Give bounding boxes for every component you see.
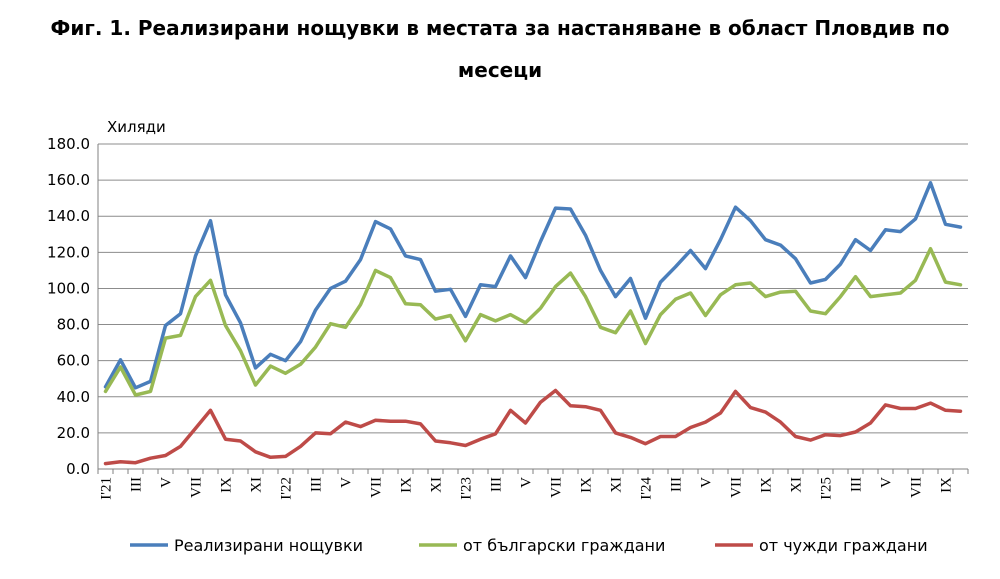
legend-label: от чужди граждани (759, 536, 928, 555)
x-tick-label: XI (429, 477, 445, 493)
gridlines (98, 143, 968, 434)
y-tick-label: 40.0 (57, 388, 90, 406)
x-tick-label: V (519, 477, 535, 488)
series-lines (103, 181, 963, 466)
x-tick-label: V (339, 477, 355, 488)
x-tick-label: XI (789, 477, 805, 493)
chart-title-line-2: месеци (457, 58, 543, 82)
y-unit-label: Хиляди (107, 118, 166, 136)
legend-label: от български граждани (463, 536, 665, 555)
series-line-bulgarian (103, 246, 963, 397)
x-tick-label: XI (609, 477, 625, 493)
x-tick-label: XI (249, 477, 265, 493)
x-tick-label: III (849, 477, 865, 492)
legend-label: Реализирани нощувки (174, 536, 363, 555)
legend: Реализирани нощувки от български граждани… (130, 536, 928, 555)
x-tick-label: III (309, 477, 325, 492)
y-tick-label: 120.0 (47, 243, 90, 261)
x-tick-label: VII (549, 477, 565, 498)
y-tick-label: 60.0 (57, 352, 90, 370)
x-tick-label: IX (939, 477, 955, 493)
y-tick-label: 80.0 (57, 316, 90, 334)
legend-item-foreign: от чужди граждани (715, 536, 928, 555)
x-tick-label: I'24 (639, 477, 655, 500)
x-tick-label: IX (399, 477, 415, 493)
chart-title-line-1: Фиг. 1. Реализирани нощувки в местата за… (50, 16, 950, 40)
legend-item-total: Реализирани нощувки (130, 536, 363, 555)
x-tick-label: VII (909, 477, 925, 498)
x-tick-label: IX (219, 477, 235, 493)
y-tick-label: 100.0 (47, 279, 90, 297)
y-tick-label: 20.0 (57, 424, 90, 442)
x-tick-label: VII (729, 477, 745, 498)
x-tick-label: I'25 (819, 477, 835, 500)
x-tick-label: VII (369, 477, 385, 498)
x-tick-label: I'21 (99, 477, 115, 500)
x-tick-label: IX (579, 477, 595, 493)
x-tick-labels: I'21 III V VII IX XI I'22 III V VII IX XI I'23 III V VI… (99, 477, 955, 500)
x-tick-label: III (129, 477, 145, 492)
x-tick-label: IX (759, 477, 775, 493)
x-tick-label: VII (189, 477, 205, 498)
x-tick-label: V (699, 477, 715, 488)
x-tick-label: V (879, 477, 895, 488)
axes (97, 144, 969, 474)
series-line-total (103, 181, 963, 390)
y-tick-label: 0.0 (66, 460, 90, 478)
x-tick-label: III (489, 477, 505, 492)
y-tick-label: 180.0 (47, 135, 90, 153)
x-tick-label: I'22 (279, 477, 295, 500)
y-tick-label: 140.0 (47, 207, 90, 225)
legend-item-bulgarian: от български граждани (419, 536, 665, 555)
x-tick-label: I'23 (459, 477, 475, 500)
y-tick-label: 160.0 (47, 171, 90, 189)
x-tick-label: III (669, 477, 685, 492)
x-tick-label: V (159, 477, 175, 488)
y-tick-labels: 0.0 20.0 40.0 60.0 80.0 100.0 120.0 140.0 160.0 1… (47, 135, 90, 478)
series-line-foreign (103, 388, 963, 466)
